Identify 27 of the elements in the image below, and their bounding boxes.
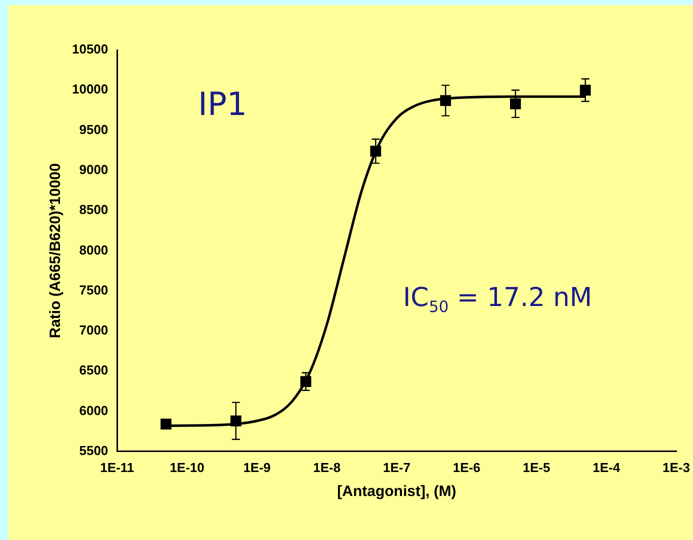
y-tick-label: 7500 — [79, 282, 108, 298]
y-tick-label: 8000 — [79, 242, 108, 258]
annotation: IC$_{50}$ = 17.2 nM — [403, 283, 592, 316]
point — [440, 95, 452, 106]
y-tick-label: 6500 — [79, 362, 108, 378]
x-tick-label: 1E-10 — [170, 460, 204, 475]
y-tick-label: 7000 — [79, 322, 108, 338]
y-tick-label: 10500 — [72, 42, 108, 57]
point — [160, 418, 172, 430]
y-axis-title: Ratio (A665/B620)*10000 — [47, 163, 64, 338]
y-tick-label: 10000 — [72, 82, 108, 97]
x-tick-label: 1E-3 — [662, 460, 690, 475]
x-tick-label: 1E-8 — [313, 460, 341, 475]
x-tick-label: 1E-6 — [452, 460, 480, 475]
x-tick-label: 1E-11 — [100, 460, 134, 475]
point — [230, 415, 242, 426]
x-tick-label: 1E-4 — [592, 460, 621, 475]
x-axis-title: [Antagonist], (M) — [337, 483, 456, 500]
x-tick-label: 1E-9 — [243, 460, 271, 475]
x-tick-label: 1E-5 — [522, 460, 550, 475]
y-tick-label: 6000 — [79, 402, 108, 418]
annotation: IP1 — [198, 85, 248, 123]
x-tick-label: 1E-7 — [382, 460, 410, 475]
y-tick-label: 8500 — [79, 202, 108, 218]
y-tick-label: 9500 — [79, 122, 108, 137]
y-tick-label: 5500 — [79, 442, 108, 458]
y-tick-label: 9000 — [79, 162, 108, 177]
